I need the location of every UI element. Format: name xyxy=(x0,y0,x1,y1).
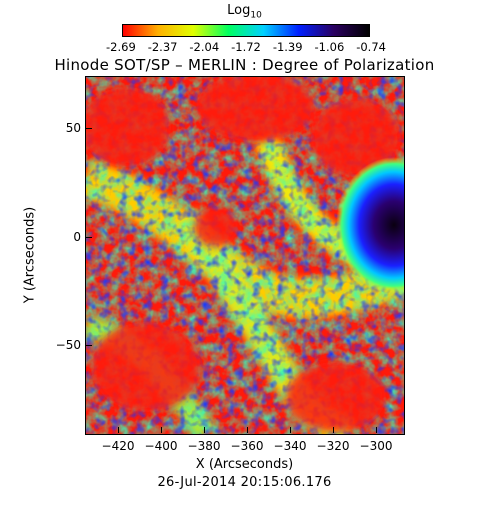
colorbar xyxy=(122,24,370,37)
colorbar-tick: -2.04 xyxy=(189,40,220,54)
y-tick-mark xyxy=(86,237,92,238)
sunspot-feature xyxy=(336,157,404,293)
plot-title: Hinode SOT/SP – MERLIN : Degree of Polar… xyxy=(54,56,435,74)
x-axis-label: X (Arcseconds) xyxy=(195,457,294,472)
x-tick-label: −400 xyxy=(144,439,178,453)
x-tick-mark xyxy=(161,427,162,433)
x-tick-label: −300 xyxy=(359,439,393,453)
colorbar-tick-labels: -2.69 -2.37 -2.04 -1.72 -1.39 -1.06 -0.7… xyxy=(106,40,386,54)
colorbar-tick: -1.39 xyxy=(272,40,303,54)
y-tick-mark xyxy=(86,128,92,129)
y-tick-label: −50 xyxy=(55,338,81,352)
x-tick-mark xyxy=(118,427,119,433)
x-tick-label: −380 xyxy=(187,439,221,453)
x-tick-label: −340 xyxy=(273,439,307,453)
polarization-map xyxy=(85,76,405,435)
observation-timestamp: 26-Jul-2014 20:15:06.176 xyxy=(157,475,332,490)
x-tick-label: −320 xyxy=(316,439,350,453)
colorbar-tick: -2.69 xyxy=(106,40,136,54)
colorbar-tick: -1.72 xyxy=(231,40,261,54)
y-tick-label: 50 xyxy=(65,121,81,135)
x-tick-mark xyxy=(247,427,248,433)
colorbar-title: Log10 xyxy=(227,3,262,21)
polarization-image xyxy=(86,77,404,434)
colorbar-tick: -1.06 xyxy=(314,40,345,54)
x-tick-mark xyxy=(333,427,334,433)
x-tick-mark xyxy=(290,427,291,433)
colorbar-tick: -0.74 xyxy=(356,40,386,54)
y-axis-label: Y (Arcseconds) xyxy=(22,206,38,304)
x-tick-label: −420 xyxy=(101,439,135,453)
x-tick-label: −360 xyxy=(230,439,264,453)
y-tick-mark xyxy=(86,345,92,346)
y-tick-label: 0 xyxy=(73,230,81,244)
colorbar-tick: -2.37 xyxy=(147,40,178,54)
x-tick-mark xyxy=(376,427,377,433)
x-tick-mark xyxy=(204,427,205,433)
